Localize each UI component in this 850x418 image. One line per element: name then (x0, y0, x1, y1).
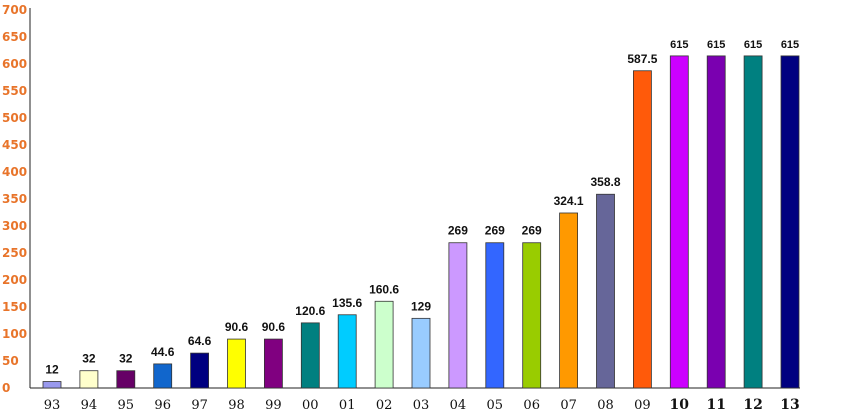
y-tick-label: 450 (2, 138, 27, 152)
data-label: 129 (411, 299, 431, 313)
data-label: 269 (522, 224, 542, 238)
y-tick-label: 400 (2, 165, 27, 179)
bar (374, 300, 394, 389)
bar (79, 370, 99, 389)
y-tick-label: 150 (2, 300, 27, 314)
data-label: 90.6 (225, 320, 249, 334)
bar (190, 352, 210, 389)
bar (485, 242, 505, 389)
data-label: 615 (744, 39, 762, 51)
data-label: 90.6 (262, 320, 286, 334)
x-tick-label: 12 (743, 397, 762, 413)
x-axis-ticks: 93 94 95 96 97 98 99 00 01 02 03 04 05 06 07 08 09 10 11 12… (44, 397, 800, 413)
y-tick-label: 600 (2, 57, 27, 71)
bar (522, 242, 542, 389)
bar (633, 70, 652, 389)
bar (669, 55, 689, 389)
y-tick-label: 50 (2, 354, 19, 368)
x-tick-label: 06 (523, 398, 540, 413)
bar (153, 363, 173, 389)
data-label: 269 (448, 224, 468, 238)
x-tick-label: 95 (118, 398, 135, 413)
x-tick-label: 10 (670, 397, 690, 413)
data-label: 135.6 (332, 296, 362, 310)
data-label: 615 (707, 39, 725, 51)
x-tick-label: 01 (339, 398, 356, 413)
bar (227, 338, 246, 389)
bar (780, 55, 800, 389)
bar (411, 317, 431, 389)
bar (337, 314, 357, 389)
bar (743, 55, 763, 389)
x-tick-label: 99 (265, 398, 282, 413)
y-tick-label: 300 (2, 219, 27, 233)
y-tick-label: 700 (2, 3, 27, 17)
y-tick-label: 650 (2, 30, 27, 44)
x-tick-label: 02 (376, 398, 393, 413)
data-label: 160.6 (369, 282, 399, 296)
x-tick-label: 00 (302, 398, 319, 413)
bar (116, 370, 136, 389)
bars-group (42, 55, 800, 389)
data-label: 120.6 (295, 304, 325, 318)
y-axis-ticks: 0 50 100 150 200 250 300 350 400 450 500 550 600 650 7… (2, 3, 27, 395)
data-label: 64.6 (188, 334, 212, 348)
x-tick-label: 05 (487, 398, 504, 413)
y-tick-label: 500 (2, 111, 27, 125)
x-tick-label: 11 (706, 397, 725, 413)
x-tick-label: 98 (228, 398, 245, 413)
data-label: 615 (670, 39, 688, 51)
x-tick-label: 09 (634, 398, 651, 413)
y-tick-label: 0 (2, 381, 10, 395)
x-tick-label: 94 (81, 398, 98, 413)
x-tick-label: 03 (413, 398, 430, 413)
bar (559, 212, 578, 389)
bar (706, 55, 726, 389)
bar (42, 381, 62, 389)
y-tick-label: 350 (2, 192, 27, 206)
data-label: 587.5 (627, 52, 657, 66)
data-label: 324.1 (554, 194, 584, 208)
y-tick-label: 200 (2, 273, 27, 287)
bar (263, 338, 283, 389)
x-tick-label: 08 (597, 398, 614, 413)
data-label: 358.8 (590, 175, 620, 189)
data-label: 32 (119, 352, 133, 366)
bar (448, 242, 468, 389)
data-label: 12 (45, 363, 59, 377)
data-label: 32 (82, 352, 96, 366)
y-tick-label: 100 (2, 327, 27, 341)
data-label: 615 (781, 39, 799, 51)
data-label: 44.6 (151, 345, 175, 359)
x-tick-label: 04 (450, 398, 467, 413)
x-tick-label: 93 (44, 398, 61, 413)
x-tick-label: 13 (780, 397, 799, 413)
y-tick-label: 550 (2, 84, 27, 98)
x-tick-label: 07 (560, 398, 577, 413)
bar (300, 322, 320, 389)
data-label: 269 (485, 224, 505, 238)
data-labels-group: 12 32 32 44.6 64.6 90.6 90.6 120.6 135.6 160.6 129… (45, 39, 799, 377)
x-tick-label: 97 (191, 398, 208, 413)
y-tick-label: 250 (2, 246, 27, 260)
bar (596, 193, 615, 389)
x-tick-label: 96 (154, 398, 171, 413)
